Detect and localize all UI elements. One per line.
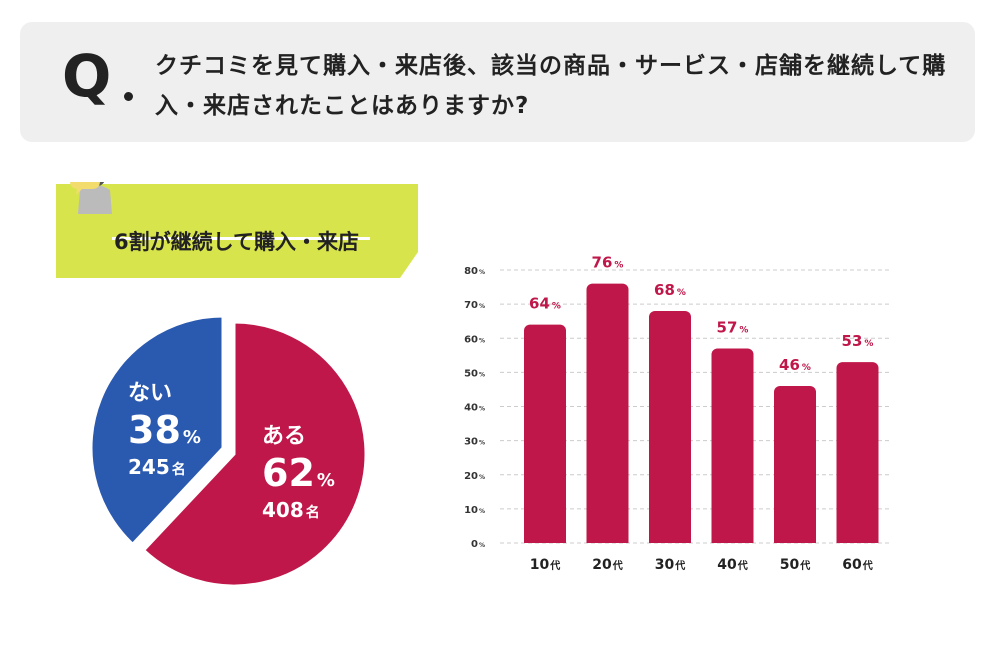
x-tick-suffix: 代 [799,559,810,572]
pie-label-no-name: ない [128,381,173,406]
y-tick-label: 20% [464,471,485,482]
x-tick-suffix: 代 [862,559,873,572]
bar-value-unit: % [552,302,561,312]
pie-label-yes-name: ある [262,424,307,449]
pie-slice-yes [141,320,368,588]
y-tick-unit: % [479,508,485,515]
x-tick-label: 30代 [655,557,685,573]
banner-underline [112,237,370,240]
bar-value-label: 68% [654,281,686,299]
bar-base [774,535,816,543]
y-tick-label: 50% [464,368,485,379]
bar-10代 [524,324,566,543]
bar-value-label: 53% [842,332,874,350]
y-tick-unit: % [479,303,485,310]
pie-label-yes-count-unit: 名 [305,505,320,521]
y-tick-label: 60% [464,334,485,345]
pie-label-yes-count: 408 [262,498,304,522]
x-tick-suffix: 代 [549,559,560,572]
x-tick-suffix: 代 [674,559,685,572]
y-tick-label: 10% [464,505,485,516]
pie-label-no: ない 38% 245 名 [128,381,201,479]
y-tick-unit: % [479,474,485,481]
y-tick-unit: % [479,406,485,413]
pie-label-no-count-unit: 名 [171,462,186,478]
x-tick-label: 60代 [842,557,872,573]
bar-base [836,535,879,543]
y-tick-unit: % [479,440,485,447]
pie-label-no-percent-unit: % [182,427,201,448]
bar-base [586,535,629,543]
x-tick-label: 50代 [780,557,810,573]
question-mark: Q [62,42,112,110]
y-tick-unit: % [479,269,485,276]
y-tick-label: 30% [464,437,485,448]
pie-label-no-percent: 38 [128,408,181,452]
y-tick-label: 40% [464,403,485,414]
y-tick-unit: % [479,371,485,378]
bar-30代 [649,310,691,543]
bar-chart: 0% 10% 20% 30% 40% 50% 60% 70% 80% 64 % 10代 76 % 20代 68… [464,255,890,573]
pie-chart [89,314,368,588]
bar-base [524,535,566,543]
bar-value-label: 76% [592,255,624,272]
y-tick-label: 80% [464,266,485,277]
banner-background [56,184,418,278]
x-tick-suffix: 代 [737,559,748,572]
bar-40代 [711,348,754,543]
bar-value-unit: % [739,325,748,335]
y-tick-label: 70% [464,300,485,311]
pie-label-yes-percent: 62 [262,451,315,495]
person-with-speech-bubble-icon [70,182,112,214]
bar-value-label: 57% [717,318,749,336]
y-tick-unit: % [479,337,485,344]
bar-value-unit: % [614,261,623,271]
bar-value-label: 46% [779,356,811,374]
bar-value-label: 64% [529,295,561,313]
pie-label-yes: ある 62% 408 名 [262,424,335,522]
x-tick-label: 10代 [530,557,560,573]
x-tick-label: 20代 [592,557,622,573]
bar-50代 [774,386,816,543]
bar-value-unit: % [802,363,811,373]
bar-20代 [586,283,629,543]
question-box: Q クチコミを見て購入・来店後、該当の商品・サービス・店舗を継続して購入・来店さ… [20,22,975,142]
pie-label-no-count: 245 [128,455,170,479]
question-text: クチコミを見て購入・来店後、該当の商品・サービス・店舗を継続して購入・来店された… [155,53,947,119]
y-tick-label: 0% [471,539,485,550]
bar-base [711,535,754,543]
x-tick-suffix: 代 [612,559,623,572]
question-dot [124,92,133,101]
bar-value-unit: % [677,288,686,298]
banner-text: 6割が継続して購入・来店 [114,230,359,254]
headline-banner [56,182,418,278]
bar-value-unit: % [864,339,873,349]
pie-label-yes-percent-unit: % [316,470,335,491]
pie-slice-no [89,314,225,547]
x-tick-label: 40代 [717,557,747,573]
bar-base [649,535,691,543]
y-tick-unit: % [479,542,485,549]
bar-60代 [836,362,879,543]
